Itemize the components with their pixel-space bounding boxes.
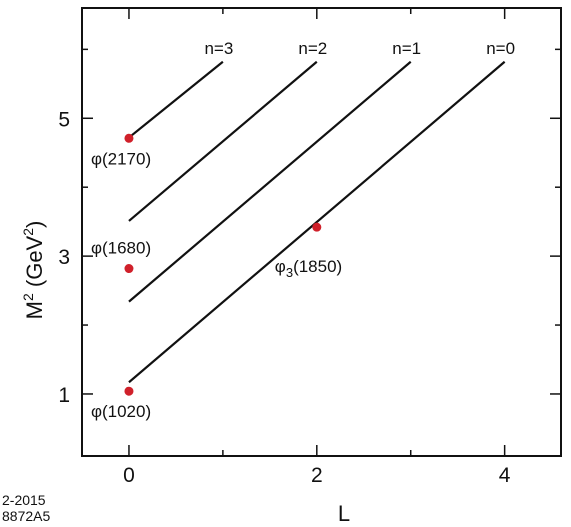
x-tick-label: 2: [311, 464, 323, 487]
data-points: [124, 133, 322, 396]
trajectory-line: [128, 60, 506, 384]
x-tick-label: 0: [123, 464, 135, 487]
meson-point: [312, 222, 322, 232]
trajectory-line: [128, 60, 318, 222]
trajectory-label: n=3: [204, 39, 233, 58]
meson-point: [124, 133, 134, 143]
y-tick-label: 5: [58, 108, 70, 131]
meson-label: φ3(1850): [275, 257, 342, 280]
meson-point: [124, 386, 134, 396]
y-axis-title: M2 (GeV2): [20, 221, 47, 320]
x-tick-label: 4: [499, 464, 511, 487]
meson-label: φ(2170): [91, 149, 151, 168]
trajectory-lines: [128, 60, 506, 384]
meson-label: φ(1680): [91, 239, 151, 258]
plot-frame: [81, 7, 562, 457]
annotations: n=0 n=1 n=2 n=3 φ(1020) φ(1680) φ(2170) φ3(1850…: [91, 39, 515, 421]
y-tick-label: 3: [58, 246, 70, 269]
plot-border: [81, 7, 562, 457]
y-tick-label: 1: [58, 384, 70, 407]
trajectory-line: [128, 60, 224, 139]
trajectory-line: [128, 60, 412, 303]
footer-date: 2-2015: [2, 492, 46, 508]
meson-label: φ(1020): [91, 402, 151, 421]
trajectory-label: n=2: [298, 39, 327, 58]
x-axis-title: L: [338, 501, 350, 526]
trajectory-label: n=0: [486, 39, 515, 58]
footer-id: 8872A5: [2, 508, 50, 524]
axis-ticks: 0 2 4 1 3 5: [58, 8, 561, 487]
trajectory-label: n=1: [392, 39, 421, 58]
meson-point: [124, 264, 134, 274]
